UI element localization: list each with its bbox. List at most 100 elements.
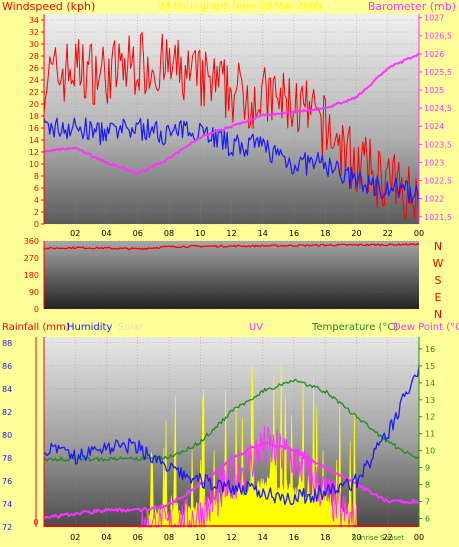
direction-tick-90: 90 [29, 288, 39, 297]
rainfall-tick-0: 0 [33, 518, 38, 527]
windspeed-tick-30: 30 [29, 40, 39, 49]
chart-title: 24 hour graph from 19 Mar 2009 [158, 1, 322, 12]
direction-tick-0: 0 [34, 305, 39, 314]
barometer-tick-2: 1022,5 [424, 177, 452, 186]
rainfall-y-ticks: 0 [33, 337, 39, 527]
humidity-y-ticks: 72 74 76 78 80 82 84 86 88 [2, 339, 12, 532]
direction-y-ticks: 360 270 180 90 0 [24, 237, 39, 314]
humidity-tick-76: 76 [2, 477, 12, 486]
climate-panel-background [44, 337, 419, 527]
barometer-tick-7: 1025 [424, 86, 444, 95]
wind-x-tick-06: 06 [133, 229, 143, 238]
wind-x-tick-18: 18 [320, 229, 330, 238]
windspeed-tick-28: 28 [29, 52, 39, 61]
climate-x-tick-16: 16 [289, 533, 299, 542]
temperature-tick-16: 16 [425, 345, 435, 354]
climate-x-tick-00: 00 [414, 533, 424, 542]
temperature-tick-15: 15 [425, 362, 435, 371]
barometer-tick-4: 1023,5 [424, 140, 452, 149]
barometer-tick-6: 1024,5 [424, 104, 452, 113]
windspeed-tick-4: 4 [34, 196, 39, 205]
wind-x-tick-20: 20 [351, 229, 361, 238]
wind-x-tick-10: 10 [195, 229, 205, 238]
sunrise-label: Sunrise [352, 534, 378, 542]
windspeed-line [43, 117, 420, 204]
windspeed-tick-2: 2 [34, 208, 39, 217]
compass-label-2: S [435, 274, 442, 287]
uv-axis-label: UV [249, 322, 263, 333]
humidity-tick-80: 80 [2, 431, 12, 440]
humidity-tick-72: 72 [2, 523, 12, 532]
barometer-y-ticks: 1021,5 1022 1022,5 1023 1023,5 1024 1024,5 1025… [419, 14, 452, 222]
wind-x-tick-08: 08 [164, 229, 174, 238]
barometer-tick-8: 1025,5 [424, 68, 452, 77]
humidity-tick-88: 88 [2, 339, 12, 348]
barometer-tick-9: 1026 [424, 50, 444, 59]
temperature-tick-12: 12 [425, 413, 435, 422]
windspeed-tick-16: 16 [29, 124, 39, 133]
direction-tick-180: 180 [24, 271, 39, 280]
sun-event-labels: Sunrise Sunset [352, 534, 404, 542]
windspeed-tick-12: 12 [29, 148, 39, 157]
temperature-tick-6: 6 [425, 515, 430, 524]
climate-x-tick-04: 04 [101, 533, 111, 542]
windspeed-tick-34: 34 [29, 16, 39, 25]
temperature-tick-13: 13 [425, 396, 435, 405]
climate-x-tick-06: 06 [133, 533, 143, 542]
windspeed-tick-24: 24 [29, 76, 39, 85]
barometer-tick-1: 1022 [424, 195, 444, 204]
temperature-line [43, 378, 420, 462]
climate-x-tick-20: 20 [351, 533, 361, 542]
compass-label-0: N [434, 240, 442, 253]
wind-x-tick-14: 14 [258, 229, 268, 238]
windspeed-tick-26: 26 [29, 64, 39, 73]
wind-x-tick-04: 04 [101, 229, 111, 238]
wind-x-tick-22: 22 [383, 229, 393, 238]
wind-x-tick-02: 02 [70, 229, 80, 238]
climate-x-tick-02: 02 [70, 533, 80, 542]
rainfall-axis-label: Rainfall (mm) [2, 322, 70, 333]
direction-line [43, 242, 420, 251]
solar-axis-label: Solar [118, 322, 144, 333]
barometer-tick-5: 1024 [424, 122, 444, 131]
barometer-tick-11: 1027 [424, 14, 444, 23]
windspeed-tick-14: 14 [29, 136, 39, 145]
barometer-tick-3: 1023 [424, 158, 444, 167]
windspeed-tick-8: 8 [34, 172, 39, 181]
barometer-axis-label: Barometer (mb) [368, 0, 456, 13]
temperature-axis-label: Temperature (°C) [311, 322, 398, 333]
direction-tick-360: 360 [24, 237, 39, 246]
climate-panel-series [43, 365, 420, 528]
climate-x-tick-14: 14 [258, 533, 268, 542]
windspeed-tick-0: 0 [34, 220, 39, 229]
climate-panel-x-ticks: 02 04 06 08 10 12 14 16 18 20 22 00 [70, 533, 424, 542]
sunset-label: Sunset [380, 534, 404, 542]
humidity-tick-74: 74 [2, 500, 12, 509]
compass-label-3: E [435, 291, 442, 304]
wind-x-tick-00: 00 [414, 229, 424, 238]
compass-label-4: N [434, 308, 442, 321]
wind-x-tick-16: 16 [289, 229, 299, 238]
climate-x-tick-22: 22 [383, 533, 393, 542]
temperature-tick-14: 14 [425, 379, 435, 388]
humidity-tick-86: 86 [2, 362, 12, 371]
climate-x-tick-10: 10 [195, 533, 205, 542]
wind-panel-series [43, 32, 420, 219]
dewpoint-axis-label: Dew Point (°C) [393, 322, 459, 333]
temperature-tick-10: 10 [425, 447, 435, 456]
barometer-tick-10: 1026,5 [424, 32, 452, 41]
climate-x-tick-12: 12 [226, 533, 236, 542]
compass-label-1: W [433, 257, 444, 270]
temperature-tick-11: 11 [425, 430, 435, 439]
temperature-y-ticks: 6 7 8 9 10 11 12 13 14 15 16 [419, 345, 435, 524]
climate-x-tick-18: 18 [320, 533, 330, 542]
windspeed-axis-label: Windspeed (kph) [2, 0, 95, 13]
barometer-tick-0: 1021,5 [424, 213, 452, 222]
windspeed-tick-22: 22 [29, 88, 39, 97]
barometer-line [43, 53, 420, 175]
windspeed-tick-18: 18 [29, 112, 39, 121]
